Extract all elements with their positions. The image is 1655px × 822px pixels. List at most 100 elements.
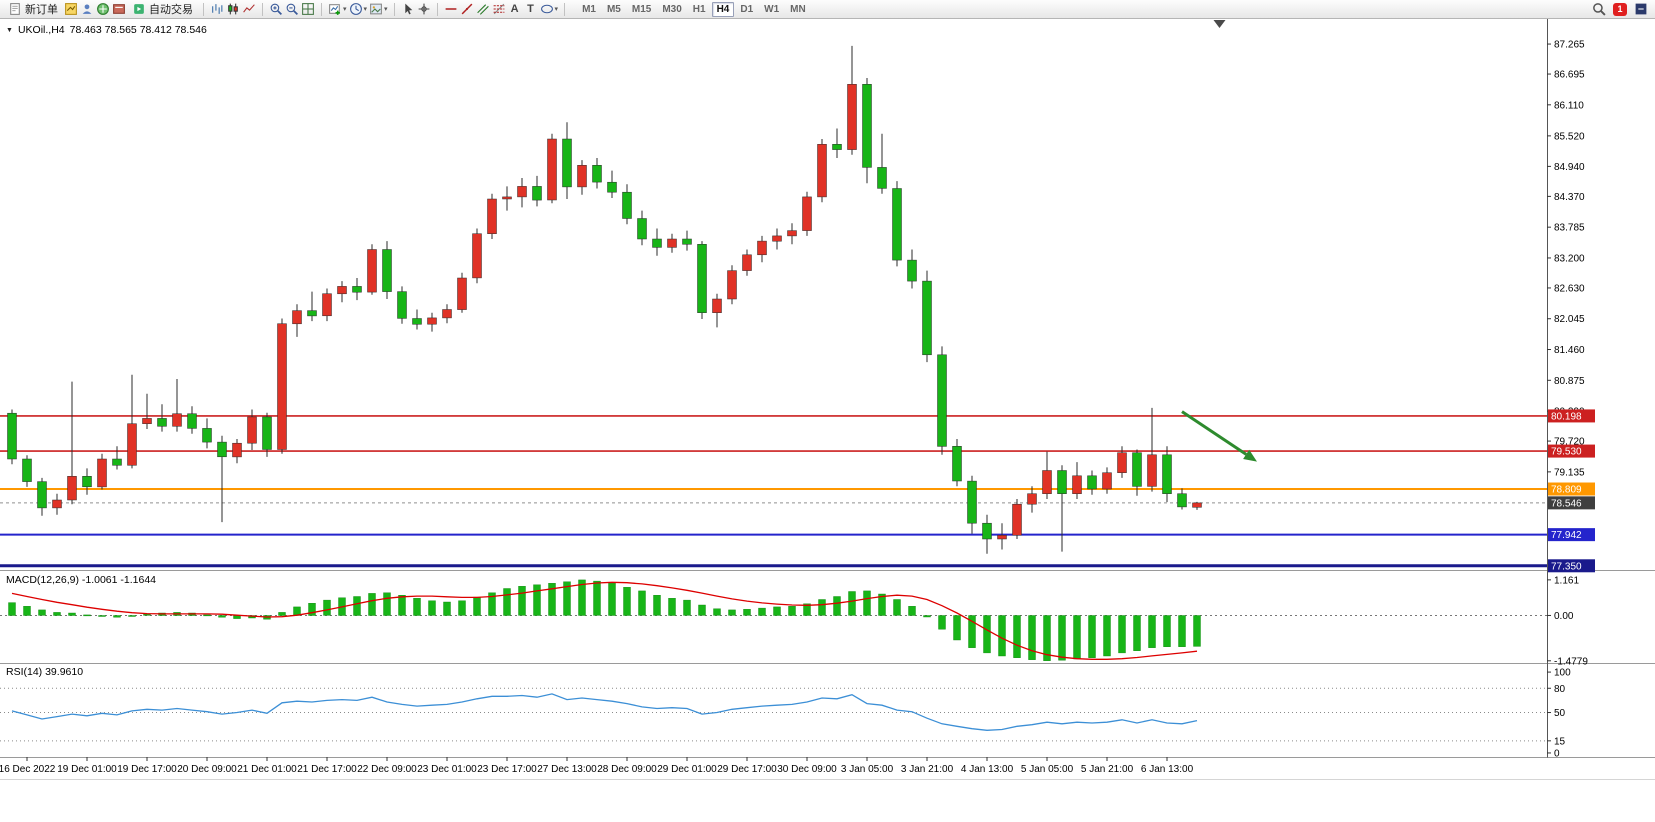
trend-arrow[interactable]: [1181, 410, 1257, 462]
svg-text:0.00: 0.00: [1554, 611, 1574, 622]
svg-text:28 Dec 09:00: 28 Dec 09:00: [597, 764, 657, 775]
svg-text:83.200: 83.200: [1554, 253, 1585, 264]
svg-text:100: 100: [1554, 668, 1571, 679]
shapes-dropdown-icon[interactable]: ▾: [554, 6, 559, 13]
candlesticks: [7, 45, 1202, 554]
svg-text:29 Dec 01:00: 29 Dec 01:00: [657, 764, 717, 775]
svg-text:79.720: 79.720: [1554, 437, 1585, 448]
svg-text:80: 80: [1554, 684, 1566, 695]
svg-text:1.161: 1.161: [1554, 575, 1579, 586]
new-order-button[interactable]: 新订单: [4, 1, 62, 18]
panel-toggle-icon[interactable]: [1634, 2, 1648, 16]
timeframe-button-d1[interactable]: D1: [740, 3, 754, 15]
template-icon[interactable]: [369, 2, 383, 16]
template-dropdown-icon[interactable]: ▾: [384, 6, 388, 13]
svg-text:79.530: 79.530: [1551, 447, 1582, 458]
horizontal-line-tool-icon[interactable]: [444, 2, 458, 16]
timeframe-button-h1[interactable]: H1: [692, 3, 706, 15]
text-tool-icon[interactable]: A: [510, 3, 519, 15]
toolbar-separator: [564, 2, 566, 16]
chart-shift-marker[interactable]: [1213, 20, 1226, 28]
toolbar-separator: [436, 2, 438, 16]
svg-text:84.940: 84.940: [1554, 162, 1585, 173]
shapes-tool-icon[interactable]: [540, 2, 554, 16]
svg-text:30 Dec 09:00: 30 Dec 09:00: [777, 764, 837, 775]
svg-text:-1.4779: -1.4779: [1554, 656, 1588, 667]
main-toolbar: 新订单 自动交易 ▾ ▾ ▾ A T ▾ M1 M5 M15 M30 H1 H4 D1 W1 M…: [0, 0, 1655, 19]
svg-text:77.942: 77.942: [1551, 530, 1582, 541]
rsi-line: [11, 693, 1198, 731]
autotrade-button[interactable]: 自动交易: [128, 1, 197, 18]
new-order-label: 新订单: [25, 4, 58, 16]
candlestick-chart-icon[interactable]: [226, 2, 240, 16]
timeframe-button-m5[interactable]: M5: [606, 3, 621, 15]
line-chart-icon[interactable]: [242, 2, 256, 16]
svg-text:83.785: 83.785: [1554, 223, 1585, 234]
symbol-info: ▼ UKOil.,H4 78.463 78.565 78.412 78.546: [6, 24, 207, 36]
period-dropdown-icon[interactable]: ▾: [363, 6, 368, 13]
svg-text:19 Dec 17:00: 19 Dec 17:00: [117, 764, 177, 775]
svg-text:3 Jan 05:00: 3 Jan 05:00: [841, 764, 894, 775]
new-chart-icon[interactable]: [328, 2, 342, 16]
cursor-icon[interactable]: [401, 2, 415, 16]
timeframe-button-w1[interactable]: W1: [764, 3, 780, 15]
crosshair-icon[interactable]: [417, 2, 431, 16]
svg-text:50: 50: [1554, 708, 1566, 719]
timeframe-button-h4[interactable]: H4: [711, 1, 735, 17]
toolbar-separator: [321, 2, 322, 16]
svg-text:86.110: 86.110: [1554, 100, 1584, 111]
svg-text:27 Dec 13:00: 27 Dec 13:00: [537, 764, 597, 775]
zoom-in-icon[interactable]: [269, 2, 283, 16]
one-click-trading-icon[interactable]: ▼: [6, 26, 13, 34]
timeframe-button-m30[interactable]: M30: [662, 3, 682, 15]
rsi-label: RSI(14) 39.9610: [6, 666, 84, 678]
svg-text:81.460: 81.460: [1554, 345, 1585, 356]
period-clock-icon[interactable]: [349, 2, 363, 16]
navigator-icon[interactable]: [96, 2, 110, 16]
svg-text:78.809: 78.809: [1551, 485, 1582, 496]
zoom-out-icon[interactable]: [285, 2, 299, 16]
svg-text:0: 0: [1554, 748, 1560, 759]
svg-text:15: 15: [1554, 736, 1566, 747]
notification-badge[interactable]: 1: [1613, 2, 1627, 16]
price-axis: 87.265 86.695 86.110 85.520 84.940 84.370 83.7…: [1547, 40, 1595, 573]
horizontal-lines[interactable]: [0, 415, 1547, 568]
timeframe-button-mn[interactable]: MN: [790, 3, 806, 15]
fibonacci-tool-icon[interactable]: [492, 2, 506, 16]
timeframe-button-m1[interactable]: M1: [582, 3, 596, 15]
macd-panel: 1.161 0.00 -1.4779: [0, 575, 1588, 667]
rsi-panel: 100 80 50 150: [0, 668, 1571, 759]
svg-text:3 Jan 21:00: 3 Jan 21:00: [901, 764, 954, 775]
tile-windows-icon[interactable]: [301, 2, 315, 16]
toolbar-separator: [203, 2, 204, 16]
new-chart-dropdown-icon[interactable]: ▾: [343, 6, 347, 13]
macd-label: MACD(12,26,9) -1.0061 -1.1644: [6, 574, 156, 586]
channel-tool-icon[interactable]: [476, 2, 490, 16]
autotrade-label: 自动交易: [149, 4, 193, 16]
svg-text:19 Dec 01:00: 19 Dec 01:00: [57, 764, 117, 775]
toolbar-separator: [393, 2, 395, 16]
market-watch-icon[interactable]: [64, 2, 78, 16]
bar-chart-icon[interactable]: [210, 2, 224, 16]
svg-text:85.520: 85.520: [1554, 131, 1585, 142]
data-window-icon[interactable]: [80, 2, 94, 16]
symbol-label: UKOil.,H4: [17, 24, 65, 36]
terminal-icon[interactable]: [112, 2, 126, 16]
text-label-tool-icon[interactable]: T: [527, 3, 534, 15]
svg-text:20 Dec 09:00: 20 Dec 09:00: [177, 764, 237, 775]
svg-text:80.198: 80.198: [1551, 411, 1582, 422]
svg-text:84.370: 84.370: [1554, 192, 1585, 203]
svg-text:16 Dec 2022: 16 Dec 2022: [0, 764, 56, 775]
toolbar-separator: [262, 2, 263, 16]
svg-text:5 Jan 05:00: 5 Jan 05:00: [1021, 764, 1074, 775]
svg-text:87.265: 87.265: [1554, 40, 1585, 51]
svg-text:22 Dec 09:00: 22 Dec 09:00: [357, 764, 417, 775]
trendline-tool-icon[interactable]: [460, 2, 474, 16]
svg-text:78.546: 78.546: [1551, 498, 1582, 509]
svg-text:86.695: 86.695: [1554, 70, 1585, 81]
autotrade-icon: [132, 2, 146, 16]
search-icon[interactable]: [1592, 2, 1606, 16]
timeframe-button-m15[interactable]: M15: [631, 3, 652, 15]
svg-text:80.875: 80.875: [1554, 376, 1585, 387]
